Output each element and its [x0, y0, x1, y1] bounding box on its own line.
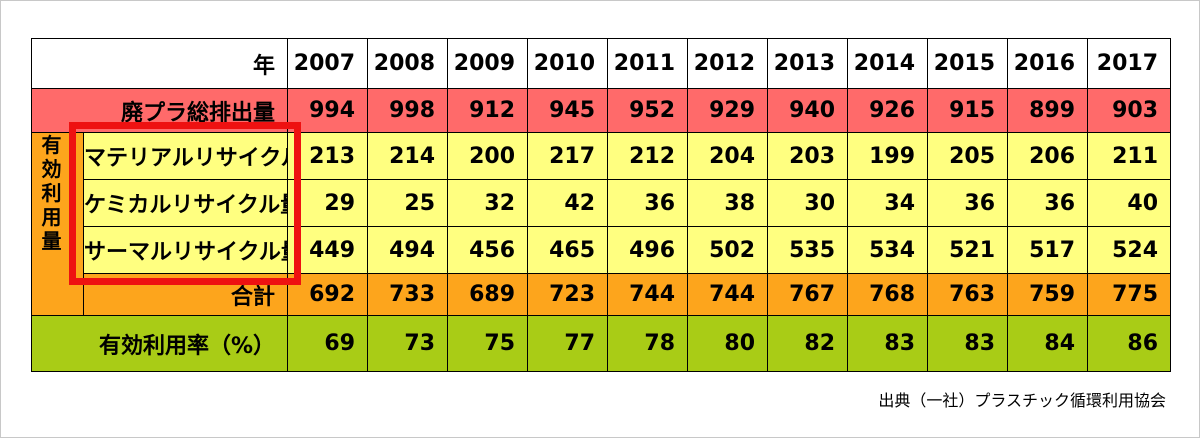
- table-cell: 465: [527, 226, 609, 274]
- table-cell: 517: [1007, 226, 1089, 274]
- table-cell: 768: [847, 273, 929, 316]
- table-cell: 206: [1007, 132, 1089, 180]
- effective-use-char: 利: [41, 181, 62, 205]
- table-cell: 929: [687, 88, 769, 133]
- table-cell: 213: [287, 132, 369, 180]
- table-cell: 204: [687, 132, 769, 180]
- chemical-recycle-row: ケミカルリサイクル量 29 25 32 42 36 38 30 34 36 36…: [32, 179, 1172, 227]
- table-cell: 759: [1007, 273, 1089, 316]
- table-cell: 78: [607, 315, 689, 372]
- table-cell: 42: [527, 179, 609, 227]
- table-cell: 214: [367, 132, 449, 180]
- table-cell: 502: [687, 226, 769, 274]
- table-cell: 899: [1007, 88, 1089, 133]
- year-cell: 2013: [767, 38, 849, 89]
- table-cell: 689: [447, 273, 529, 316]
- year-cell: 2015: [927, 38, 1009, 89]
- table-cell: 733: [367, 273, 449, 316]
- effective-use-char: 量: [41, 229, 62, 253]
- year-cell: 2016: [1007, 38, 1089, 89]
- table-cell: 205: [927, 132, 1009, 180]
- sum-label: 合計: [82, 273, 289, 316]
- effective-use-char: 用: [41, 205, 62, 229]
- table-cell: 940: [767, 88, 849, 133]
- plastic-waste-table: 年 2007 2008 2009 2010 2011 2012 2013 201…: [30, 38, 1172, 372]
- sum-row: 合計 692 733 689 723 744 744 767 768 763 7…: [32, 273, 1172, 316]
- year-cell: 2007: [287, 38, 369, 89]
- year-cell: 2009: [447, 38, 529, 89]
- year-cell: 2008: [367, 38, 449, 89]
- table-cell: 952: [607, 88, 689, 133]
- table-cell: 83: [847, 315, 929, 372]
- year-cell: 2010: [527, 38, 609, 89]
- table-cell: 86: [1087, 315, 1172, 372]
- thermal-recycle-label: サーマルリサイクル量: [82, 226, 289, 274]
- table-cell: 915: [927, 88, 1009, 133]
- year-cell: 2012: [687, 38, 769, 89]
- table-cell: 30: [767, 179, 849, 227]
- effective-use-char: 有: [41, 133, 62, 158]
- table-cell: 200: [447, 132, 529, 180]
- table-cell: 524: [1087, 226, 1172, 274]
- effective-rate-label: 有効利用率（%）: [30, 315, 289, 372]
- table-cell: 36: [927, 179, 1009, 227]
- table-cell: 25: [367, 179, 449, 227]
- table-cell: 692: [287, 273, 369, 316]
- table-cell: 496: [607, 226, 689, 274]
- year-header: 年: [30, 38, 289, 89]
- table-cell: 903: [1087, 88, 1172, 133]
- effective-use-label: 有 効 利 用 量: [31, 132, 84, 316]
- table-cell: 449: [287, 226, 369, 274]
- table-cell: 36: [1007, 179, 1089, 227]
- year-cell: 2011: [607, 38, 689, 89]
- table-cell: 217: [527, 132, 609, 180]
- material-recycle-row: 有 効 利 用 量 マテリアルリサイクル量 213 214 200 217 21…: [31, 132, 1172, 316]
- effective-use-char: 効: [41, 157, 62, 181]
- table-cell: 34: [847, 179, 929, 227]
- header-row: 年 2007 2008 2009 2010 2011 2012 2013 201…: [30, 38, 1172, 89]
- source-credit: 出典（一社）プラスチック循環利用協会: [878, 391, 1166, 410]
- table-cell: 211: [1087, 132, 1172, 180]
- table-cell: 199: [847, 132, 929, 180]
- table-cell: 29: [287, 179, 369, 227]
- table-cell: 775: [1087, 273, 1172, 316]
- material-recycle-label: マテリアルリサイクル量: [82, 132, 289, 180]
- table-cell: 945: [527, 88, 609, 133]
- table-cell: 767: [767, 273, 849, 316]
- table-cell: 80: [687, 315, 769, 372]
- table-cell: 69: [287, 315, 369, 372]
- table-cell: 723: [527, 273, 609, 316]
- thermal-recycle-row: サーマルリサイクル量 449 494 456 465 496 502 535 5…: [32, 226, 1172, 274]
- table-cell: 38: [687, 179, 769, 227]
- table-cell: 534: [847, 226, 929, 274]
- table-cell: 203: [767, 132, 849, 180]
- table-cell: 494: [367, 226, 449, 274]
- table-cell: 77: [527, 315, 609, 372]
- table-cell: 912: [447, 88, 529, 133]
- table-cell: 994: [287, 88, 369, 133]
- table-cell: 36: [607, 179, 689, 227]
- chemical-recycle-label: ケミカルリサイクル量: [82, 179, 289, 227]
- table-cell: 40: [1087, 179, 1172, 227]
- table-cell: 84: [1007, 315, 1089, 372]
- total-emission-row: 廃プラ総排出量 994 998 912 945 952 929 940 926 …: [30, 88, 1172, 133]
- table-cell: 32: [447, 179, 529, 227]
- table-cell: 744: [607, 273, 689, 316]
- table-cell: 744: [687, 273, 769, 316]
- table-cell: 535: [767, 226, 849, 274]
- table-cell: 73: [367, 315, 449, 372]
- table-cell: 82: [767, 315, 849, 372]
- table-cell: 212: [607, 132, 689, 180]
- table-cell: 926: [847, 88, 929, 133]
- table-cell: 75: [447, 315, 529, 372]
- year-cell: 2014: [847, 38, 929, 89]
- year-cell: 2017: [1087, 38, 1172, 89]
- table-cell: 456: [447, 226, 529, 274]
- table-cell: 83: [927, 315, 1009, 372]
- table-cell: 521: [927, 226, 1009, 274]
- table-cell: 998: [367, 88, 449, 133]
- total-emission-label: 廃プラ総排出量: [30, 88, 289, 133]
- table-cell: 763: [927, 273, 1009, 316]
- effective-rate-row: 有効利用率（%） 69 73 75 77 78 80 82 83 83 84 8…: [30, 315, 1172, 372]
